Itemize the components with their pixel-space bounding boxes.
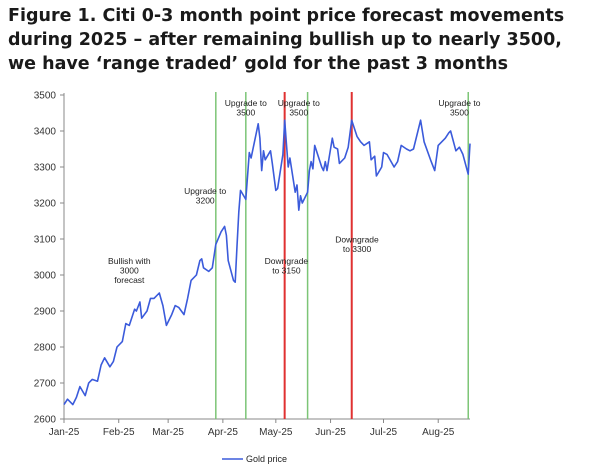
x-tick-label: Aug-25 xyxy=(422,427,455,438)
y-tick-label: 3500 xyxy=(34,91,57,102)
annotation-label: Upgrade to 3500 xyxy=(438,98,480,118)
y-tick-label: 2800 xyxy=(34,343,57,354)
annotation-label: Upgrade to 3500 xyxy=(278,98,320,118)
y-tick-label: 3200 xyxy=(34,199,57,210)
y-tick-label: 3000 xyxy=(34,271,57,282)
y-tick-label: 3100 xyxy=(34,235,57,246)
y-tick-label: 2600 xyxy=(34,415,57,426)
annotation-label: Upgrade to 3500 xyxy=(225,98,267,118)
x-tick-label: Apr-25 xyxy=(208,427,238,438)
legend-label: Gold price xyxy=(246,454,287,464)
annotation-label: Bullish with 3000 forecast xyxy=(108,256,151,285)
y-tick-label: 3300 xyxy=(34,163,57,174)
x-tick-label: Feb-25 xyxy=(103,427,135,438)
y-tick-label: 2700 xyxy=(34,379,57,390)
annotation-label: Downgrade to 3150 xyxy=(265,256,309,276)
gold-price-series-line xyxy=(63,119,471,406)
x-tick-label: Jun-25 xyxy=(315,427,346,438)
x-tick-label: May-25 xyxy=(259,427,293,438)
chart-title: Figure 1. Citi 0-3 month point price for… xyxy=(8,6,565,74)
x-tick-label: Mar-25 xyxy=(152,427,184,438)
x-tick-label: Jul-25 xyxy=(370,427,398,438)
y-tick-label: 3400 xyxy=(34,127,57,138)
x-tick-label: Jan-25 xyxy=(49,427,80,438)
annotation-label: Downgrade to 3300 xyxy=(335,235,379,255)
y-tick-label: 2900 xyxy=(34,307,57,318)
annotation-label: Upgrade to 3200 xyxy=(184,186,226,206)
